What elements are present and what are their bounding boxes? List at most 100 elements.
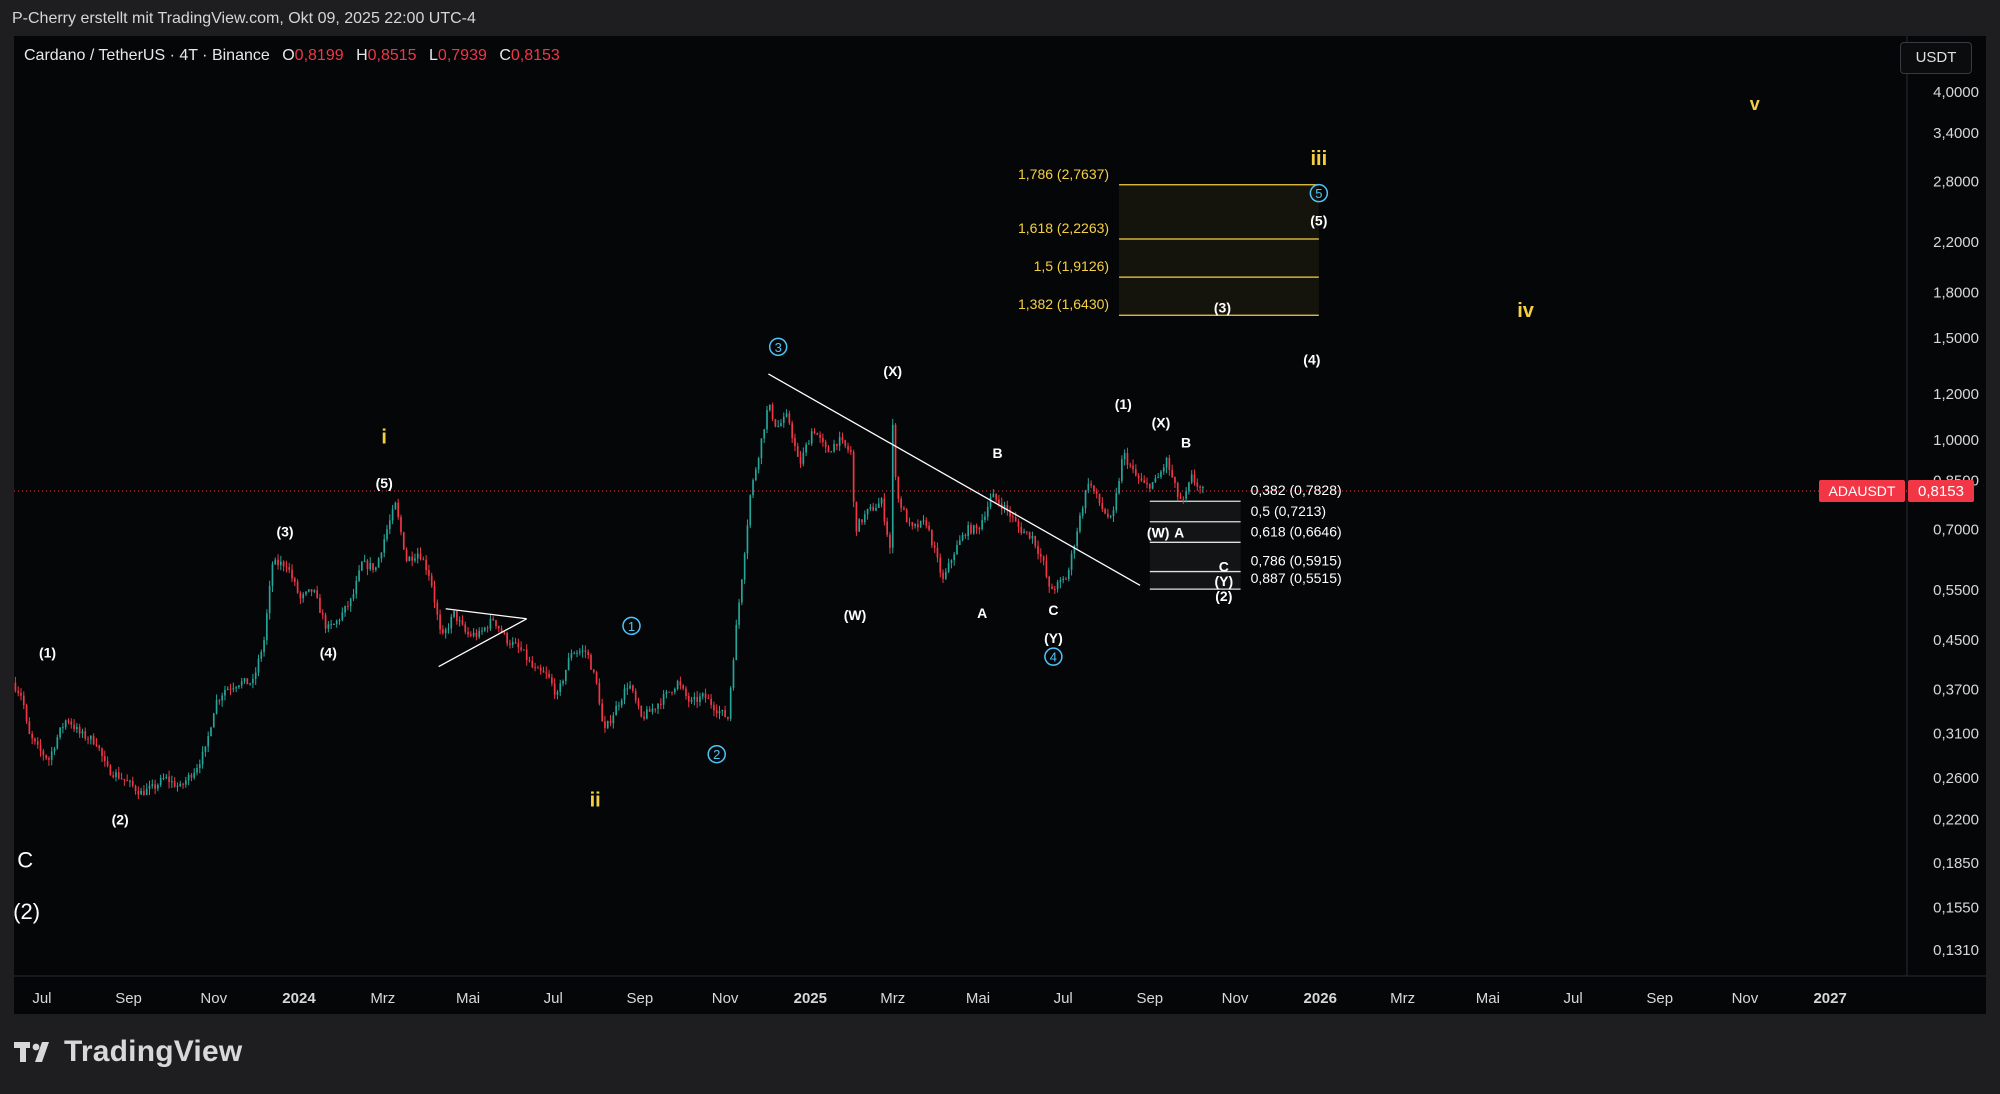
price-tag: ADAUSDT 0,8153 <box>1819 480 1974 503</box>
candle-body <box>757 458 760 470</box>
wave-label: (2) <box>112 811 129 827</box>
candle <box>506 631 508 647</box>
candle <box>1026 531 1028 535</box>
candle <box>305 590 307 597</box>
candle-body <box>528 660 531 662</box>
candle <box>822 433 824 447</box>
candle-body <box>746 525 749 554</box>
candle <box>699 692 701 707</box>
candle <box>1126 447 1129 469</box>
candle-body <box>313 590 316 592</box>
fib-upper-level-label: 1,618 (2,2263) <box>1018 220 1109 236</box>
candle <box>609 714 612 727</box>
candle <box>184 776 187 788</box>
candle-body <box>436 602 439 615</box>
candle-body <box>696 696 698 702</box>
candle-body <box>310 589 313 592</box>
candle-body <box>159 778 162 785</box>
candle-body <box>134 785 137 792</box>
candle-body <box>735 624 738 661</box>
candle-body <box>679 681 682 686</box>
candle <box>958 535 961 546</box>
candle <box>1006 500 1009 516</box>
candle <box>394 501 397 510</box>
candle <box>634 688 637 704</box>
candle <box>928 521 930 532</box>
wave-circle <box>1309 183 1329 203</box>
candle <box>134 784 137 795</box>
price-chart[interactable]: 4,0000 3,4000 2,8000 2,2000 1,8000 1,5000 1,20… <box>14 36 1986 1014</box>
candle <box>115 769 117 782</box>
wave-label: A <box>977 605 987 621</box>
candle <box>1109 514 1112 519</box>
candle-body <box>567 658 570 670</box>
candle-body <box>721 710 724 712</box>
candle <box>1014 511 1017 522</box>
candle <box>458 616 461 627</box>
tradingview-logo[interactable]: TradingView <box>14 1035 242 1069</box>
candle-body <box>59 727 61 738</box>
candle <box>514 637 517 644</box>
candle <box>1123 449 1126 466</box>
candle <box>453 610 455 619</box>
candle <box>1084 489 1087 514</box>
candle-body <box>760 438 763 459</box>
candle-body <box>450 616 453 629</box>
candle-body <box>1176 482 1179 497</box>
candle-body <box>981 520 983 529</box>
candle-body <box>584 650 587 652</box>
candle <box>897 476 900 503</box>
wave-circle <box>1044 647 1063 666</box>
candle-body <box>1003 504 1006 510</box>
triangle-lower-line <box>438 618 528 668</box>
currency-button[interactable]: USDT <box>1900 42 1972 74</box>
candle <box>469 631 472 638</box>
candle-body <box>333 623 335 625</box>
x-tick-label: 2025 <box>794 990 827 1007</box>
candle-body <box>939 557 942 573</box>
candle-body <box>618 705 620 707</box>
candle <box>567 652 570 671</box>
candle <box>612 712 615 729</box>
candle <box>956 540 958 555</box>
fib-lower-level-label: 0,382 (0,7828) <box>1251 482 1342 498</box>
fib-lower-zone <box>1149 542 1241 572</box>
candle-body <box>34 738 36 742</box>
candle-body <box>947 562 950 572</box>
x-tick-label: Jul <box>1054 990 1073 1007</box>
candle <box>629 680 631 690</box>
candle-body <box>207 736 210 747</box>
candle <box>743 551 746 584</box>
candle-body <box>266 613 268 641</box>
chart-panel[interactable]: 4,0000 3,4000 2,8000 2,2000 1,8000 1,5000 1,20… <box>14 36 1986 1014</box>
candle-body <box>777 426 780 428</box>
candle-body <box>391 509 394 521</box>
candle-body <box>184 780 187 785</box>
candle-body <box>1101 503 1104 510</box>
candle-body <box>296 581 299 593</box>
candle-body <box>274 559 277 565</box>
candle <box>486 625 489 633</box>
candle-body <box>782 416 785 424</box>
candle-body <box>45 755 47 759</box>
candle <box>782 412 785 428</box>
candle-body <box>651 708 654 712</box>
candle-body <box>1109 516 1112 518</box>
candle-body <box>89 735 92 740</box>
candle-body <box>813 431 816 434</box>
y-tick-label: 0,7000 <box>1933 521 1979 538</box>
candle-body <box>316 590 318 598</box>
candle-body <box>556 691 559 695</box>
candle <box>696 691 698 708</box>
candle-body <box>388 520 391 530</box>
candle <box>207 731 210 753</box>
candle-body <box>704 693 707 699</box>
candle-body <box>257 658 260 673</box>
candle <box>238 684 240 689</box>
candle-body <box>95 744 98 746</box>
candle-body <box>101 748 103 757</box>
fib-lower-level-label: 0,5 (0,7213) <box>1251 503 1327 519</box>
candle <box>595 670 598 685</box>
candle-body <box>366 560 369 570</box>
candle-body <box>729 687 732 719</box>
